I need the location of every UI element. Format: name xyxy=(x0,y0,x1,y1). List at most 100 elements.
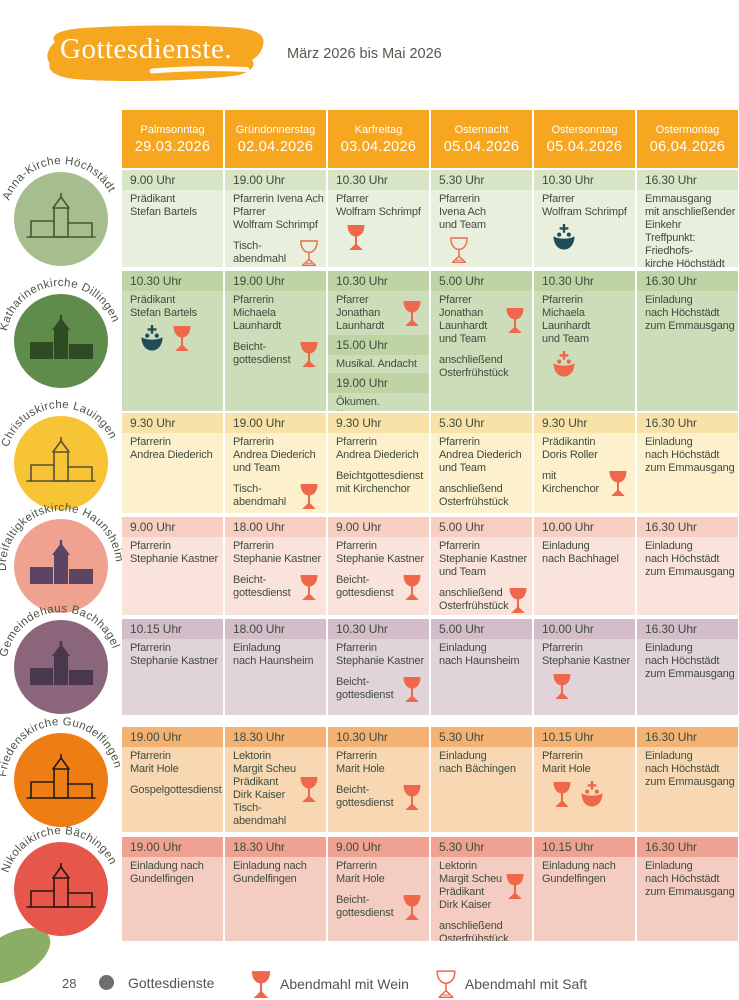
cell-text: Beicht- gottesdienst xyxy=(336,675,394,701)
cell-body: Pfarrerin Marit Hole xyxy=(534,747,635,778)
time-band: 9.30 Uhr xyxy=(122,413,223,433)
cell-body: Tisch- abendmahl xyxy=(225,237,326,267)
time-band: 19.00 Uhr xyxy=(225,271,326,291)
wine-chalice-icon xyxy=(300,776,318,802)
wine-chalice-icon xyxy=(609,470,627,496)
cell-body: Pfarrerin Michaela Launhardt und Team xyxy=(534,291,635,348)
cell-body: Pfarrerin Andrea Diederich und Team xyxy=(225,433,326,477)
church-badge xyxy=(14,732,108,827)
time-band: 10.15 Uhr xyxy=(534,727,635,747)
column-day: Karfreitag xyxy=(354,123,403,136)
cell-text: Einladung nach Haunsheim xyxy=(439,642,520,667)
baptism-icon xyxy=(141,324,163,351)
schedule-cell: 18.30 Uhr Einladung nach Gundelfingen xyxy=(225,837,326,941)
cell-text: Einladung nach Höchstädt zum Emmausgang xyxy=(645,294,735,332)
cell-icons xyxy=(449,237,532,263)
schedule-cell: 5.00 Uhr Pfarrer Jonathan Launhardt und T… xyxy=(431,271,532,411)
cell-icons xyxy=(299,341,324,367)
cell-text: Pfarrer Jonathan Launhardt xyxy=(336,294,385,332)
time-band: 19.00 Uhr xyxy=(122,837,223,857)
time-band: 10.30 Uhr xyxy=(534,271,635,291)
cell-body: anschließend Osterfrühstück xyxy=(431,351,532,382)
legend-item: Abendmahl mit Wein xyxy=(250,970,409,998)
schedule-cell: 10.15 Uhr Einladung nach Gundelfingen xyxy=(534,837,635,941)
cell-body: anschließend Osterfrühstück xyxy=(431,480,532,511)
column-date: 29.03.2026 xyxy=(134,138,211,155)
column-date: 02.04.2026 xyxy=(237,138,314,155)
time-band: 10.30 Uhr xyxy=(122,271,223,291)
church-illustration xyxy=(26,863,96,908)
church-label: Christuskirche Lauingen xyxy=(0,399,122,513)
column-date: 03.04.2026 xyxy=(340,138,417,155)
cell-body: Pfarrerin Stephanie Kastner xyxy=(328,537,429,568)
cell-body: Pfarrer Jonathan Launhardt und Team xyxy=(431,291,532,348)
cell-body: Pfarrerin Stephanie Kastner xyxy=(122,537,223,568)
cell-icons xyxy=(402,784,427,810)
column-day: Palmsonntag xyxy=(140,123,205,136)
schedule-cell: 18.00 Uhr Pfarrerin Stephanie Kastner Beic… xyxy=(225,517,326,615)
schedule-row: 19.00 Uhr Pfarrerin Marit Hole Gospelgotte… xyxy=(122,727,738,832)
schedule-cell: 10.30 Uhr Pfarrer Wolfram Schrimpf xyxy=(328,170,429,267)
church-name-arc: Christuskirche Lauingen xyxy=(0,399,118,449)
cell-text: Pfarrer Wolfram Schrimpf xyxy=(336,193,421,218)
church-name: Christuskirche Lauingen xyxy=(0,399,118,449)
church-illustration xyxy=(26,192,96,238)
schedule-row: 10.15 Uhr Pfarrerin Stephanie Kastner 18.0… xyxy=(122,619,738,715)
cell-text: Einladung nach Gundelfingen xyxy=(130,860,204,885)
schedule-row: 9.00 Uhr Pfarrerin Stephanie Kastner 18.00… xyxy=(122,517,738,615)
column-header: Gründonnerstag 02.04.2026 xyxy=(225,110,326,168)
wine-chalice-icon xyxy=(250,970,272,998)
cell-icons xyxy=(140,324,223,351)
church-illustration xyxy=(30,641,93,685)
juice-chalice-icon xyxy=(300,240,318,266)
cell-body: Pfarrerin Stephanie Kastner xyxy=(225,537,326,568)
cell-text: Pfarrer Jonathan Launhardt und Team xyxy=(439,294,488,345)
brush-streak xyxy=(149,66,250,74)
cell-text: Pfarrerin Stephanie Kastner xyxy=(336,642,424,667)
cell-text: Emmausgang mit anschließender Einkehr Tr… xyxy=(645,193,736,267)
time-band: 16.30 Uhr xyxy=(637,619,738,639)
wine-chalice-icon xyxy=(553,673,571,699)
cell-body: Einladung nach Gundelfingen xyxy=(534,857,635,888)
cell-text: Pfarrerin Stephanie Kastner xyxy=(336,540,424,565)
footer-section-label: Gottesdienste xyxy=(128,975,215,991)
column-header-row: Palmsonntag 29.03.2026 Gründonnerstag 02.… xyxy=(122,110,738,168)
cell-body: Einladung nach Höchstädt zum Emmausgang xyxy=(637,747,738,791)
time-band: 10.15 Uhr xyxy=(122,619,223,639)
church-label: Anna-Kirche Höchstädt xyxy=(0,154,122,267)
svg-text:Katharinenkirche Dillingen: Katharinenkirche Dillingen xyxy=(0,277,121,332)
schedule-cell: 5.00 Uhr Pfarrerin Stephanie Kastner und … xyxy=(431,517,532,615)
legend-label: Abendmahl mit Saft xyxy=(464,976,588,992)
time-band: 18.30 Uhr xyxy=(225,837,326,857)
time-band: 5.00 Uhr xyxy=(431,619,532,639)
wine-chalice-icon xyxy=(403,301,421,327)
church-label: Friedenskirche Gundelfingen xyxy=(0,715,123,832)
schedule-cell: 5.30 Uhr Pfarrerin Andrea Diederich und T… xyxy=(431,413,532,513)
cell-text: Einladung nach Höchstädt zum Emmausgang xyxy=(645,540,735,578)
cell-body: Pfarrerin Stephanie Kastner xyxy=(328,639,429,670)
cell-text: Lektorin Margit Scheu Prädikant Dirk Kai… xyxy=(233,750,297,827)
cell-text: Tisch- abendmahl xyxy=(233,239,287,265)
cell-text: Pfarrerin Ivena Ach und Team xyxy=(439,193,486,231)
cell-text: Prädikant Stefan Bartels xyxy=(130,294,197,319)
schedule-cell: 19.00 Uhr Pfarrerin Marit Hole Gospelgotte… xyxy=(122,727,223,832)
cell-text: Musikal. Andacht xyxy=(336,357,417,370)
cell-body: Beicht- gottesdienst xyxy=(225,571,326,602)
cell-body: Einladung nach Gundelfingen xyxy=(122,857,223,888)
time-band: 19.00 Uhr xyxy=(225,413,326,433)
cell-body: Lektorin Margit Scheu Prädikant Dirk Kai… xyxy=(431,857,532,914)
schedule-cell: 16.30 Uhr Emmausgang mit anschließender E… xyxy=(637,170,738,267)
cell-body: Pfarrer Jonathan Launhardt xyxy=(328,291,429,335)
schedule-cell: 10.15 Uhr Pfarrerin Marit Hole xyxy=(534,727,635,832)
cell-icons xyxy=(402,894,427,920)
cell-text: Beicht- gottesdienst xyxy=(336,893,394,919)
cell-text: Pfarrerin Marit Hole xyxy=(542,750,591,775)
church-name: Gemeindehaus Bachhagel xyxy=(0,603,121,658)
cell-text: Pfarrerin Andrea Diederich xyxy=(130,436,213,461)
church-name: Nikolaikirche Bächingen xyxy=(0,825,118,874)
schedule-cell: 19.00 Uhr Einladung nach Gundelfingen xyxy=(122,837,223,941)
cell-body: Ökumen. Kreuzweg Ulrichsplatz xyxy=(328,393,429,411)
church-name-arc: Dreifaltigkeitskirche Haunsheim xyxy=(0,502,125,571)
cell-body: anschließend Osterfrühstück xyxy=(431,584,532,615)
time-band: 5.30 Uhr xyxy=(431,837,532,857)
